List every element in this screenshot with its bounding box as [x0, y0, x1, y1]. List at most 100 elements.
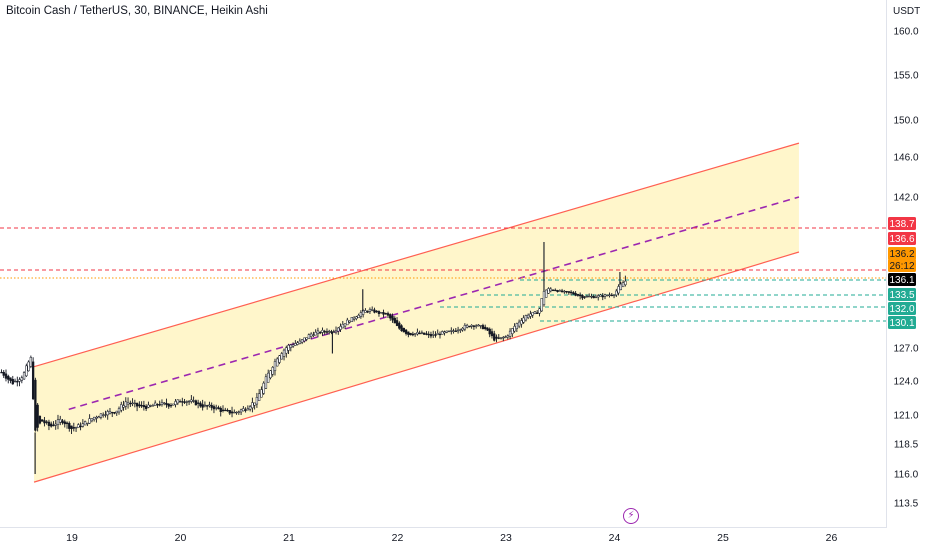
price-label-text: 130.1: [889, 318, 914, 329]
candle-body: [542, 291, 546, 306]
candle-body: [538, 308, 541, 314]
candle-body: [22, 372, 26, 380]
price-label-box: [888, 259, 916, 272]
candle-body: [380, 312, 383, 314]
candle-body: [312, 334, 315, 336]
candle-body: [20, 377, 23, 381]
candle-body: [212, 406, 216, 410]
candle-body: [16, 381, 19, 383]
candle-body: [228, 410, 231, 414]
candle-body: [615, 290, 618, 296]
candle-body: [289, 344, 292, 348]
candle-body: [567, 291, 570, 293]
candle-body: [237, 411, 240, 413]
candle-body: [425, 333, 428, 335]
candle-body: [90, 418, 94, 422]
candle-body: [43, 420, 46, 424]
candle-body: [459, 329, 462, 331]
candle-body: [215, 407, 218, 409]
channel-mid-line[interactable]: [68, 196, 800, 411]
candle-body: [493, 333, 496, 341]
candle-body: [323, 331, 326, 333]
candle-body: [610, 294, 613, 297]
candle-body: [337, 327, 340, 332]
candle-body: [199, 402, 202, 407]
price-label-text: 133.5: [889, 290, 914, 301]
x-tick-label: 25: [717, 532, 729, 544]
candle-body: [158, 404, 161, 406]
candle-body: [524, 315, 528, 321]
candle-body: [355, 316, 358, 319]
price-labels: 138.7 136.6 136.226:12 136.1 133.5 132.0 130.1: [888, 217, 916, 329]
candle-body: [34, 379, 37, 431]
candle-body: [13, 380, 17, 383]
x-tick-label: 20: [175, 532, 187, 544]
candle-body: [27, 361, 30, 372]
candle-body: [393, 317, 396, 324]
candle-body: [334, 330, 338, 333]
candle-body: [321, 329, 324, 333]
candle-body: [585, 295, 589, 298]
candle-body: [244, 409, 247, 411]
candle-body: [382, 312, 385, 315]
candle-body: [560, 290, 564, 293]
candle-body: [454, 330, 457, 332]
price-label-box: [888, 247, 916, 260]
candle-body: [296, 342, 299, 345]
candle-body: [239, 409, 243, 413]
chart-title: Bitcoin Cash / TetherUS, 30, BINANCE, He…: [6, 5, 268, 17]
price-label-text: 132.0: [889, 304, 914, 315]
candle-body: [77, 424, 80, 428]
price-label-text: 136.6: [889, 234, 914, 245]
candle-body: [206, 405, 209, 407]
candle-body: [63, 421, 66, 425]
candle-body: [556, 290, 559, 293]
candle-body: [497, 337, 500, 339]
candle-body: [276, 358, 279, 367]
candle-body: [404, 329, 408, 334]
candle-body: [490, 331, 494, 337]
candle-body: [300, 339, 304, 343]
candle-body: [371, 309, 374, 311]
channel-upper-line[interactable]: [33, 142, 800, 368]
y-tick-label: 121.0: [893, 411, 918, 422]
candle-body: [375, 310, 378, 313]
candle-body: [56, 419, 60, 425]
candle-body: [470, 324, 473, 327]
candle-body: [413, 333, 417, 335]
candle-body: [122, 405, 125, 408]
candle-body: [246, 408, 250, 411]
candle-body: [594, 296, 598, 299]
candle-body: [590, 295, 593, 298]
candle-body: [83, 421, 87, 426]
candle-body: [264, 376, 268, 389]
candle-body: [545, 289, 548, 298]
time-axis[interactable]: 19 20 21 22 23 24 25 26: [66, 532, 837, 544]
candle-body: [41, 419, 44, 422]
candle-body: [569, 291, 573, 294]
price-axis[interactable]: 160.0 155.0 150.0 146.0 142.0 127.0 124.0 121.0…: [893, 27, 918, 510]
candle-body: [341, 324, 344, 329]
candle-body: [151, 405, 155, 407]
channel-lower-line[interactable]: [33, 251, 800, 483]
candle-body: [163, 402, 166, 404]
candle-body: [185, 401, 188, 403]
candle-body: [445, 330, 448, 333]
candle-body: [174, 401, 177, 405]
candle-body: [325, 331, 329, 333]
candle-body: [551, 289, 555, 291]
candle-body: [434, 334, 437, 336]
candle-body: [2, 371, 5, 376]
candle-body: [142, 405, 146, 408]
candle-body: [165, 402, 168, 406]
candle-body: [88, 418, 91, 424]
candle-body: [540, 298, 543, 312]
candle-body: [181, 401, 184, 403]
currency-label: USDT: [893, 6, 921, 17]
lightning-icon[interactable]: ⚡: [623, 508, 639, 524]
candle-body: [99, 413, 103, 418]
candle-body: [477, 324, 480, 327]
candle-body: [287, 344, 290, 351]
candle-body: [350, 317, 353, 322]
